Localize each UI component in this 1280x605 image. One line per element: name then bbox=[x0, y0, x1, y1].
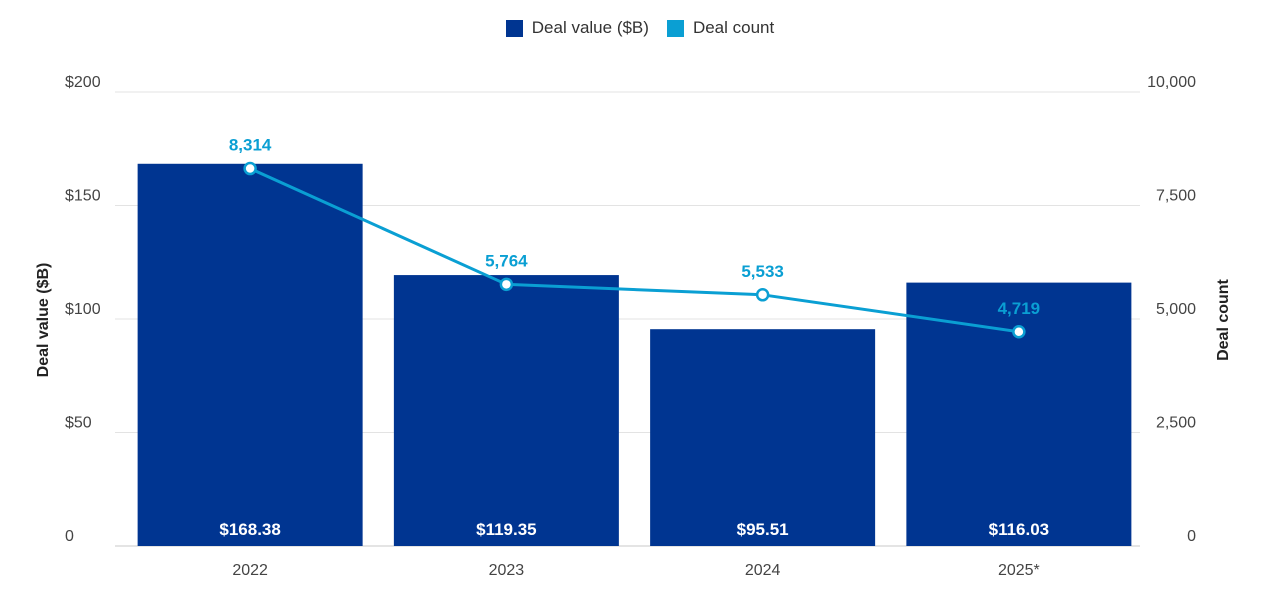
x-tick-label: 2024 bbox=[745, 562, 781, 579]
y-right-tick-label: 0 bbox=[1187, 528, 1196, 545]
bar bbox=[906, 282, 1132, 546]
x-tick-label: 2023 bbox=[489, 562, 525, 579]
y-left-axis-title: Deal value ($B) bbox=[35, 263, 52, 378]
x-tick-label: 2025* bbox=[998, 562, 1040, 579]
bar-value-label: $119.35 bbox=[476, 520, 537, 539]
deal-count-point bbox=[499, 277, 514, 292]
y-right-axis-title: Deal count bbox=[1215, 278, 1232, 360]
x-tick-label: 2022 bbox=[232, 562, 268, 579]
bar-value-label: $116.03 bbox=[989, 520, 1050, 539]
y-right-tick-label: 5,000 bbox=[1156, 301, 1196, 318]
deal-count-label: 8,314 bbox=[229, 136, 272, 155]
bar bbox=[137, 163, 363, 546]
y-right-tick-label: 7,500 bbox=[1156, 188, 1196, 205]
bar-value-label: $95.51 bbox=[737, 520, 789, 539]
deal-count-label: 5,764 bbox=[485, 251, 528, 270]
y-left-tick-label: $100 bbox=[65, 301, 101, 318]
y-left-tick-label: $200 bbox=[65, 74, 101, 91]
deal-count-line bbox=[249, 167, 1020, 334]
y-right-tick-label: 10,000 bbox=[1147, 74, 1196, 91]
bar-value-label: $168.38 bbox=[219, 520, 280, 539]
y-left-tick-label: $50 bbox=[65, 415, 92, 432]
deal-count-point bbox=[1012, 325, 1026, 339]
legend-label-deal-value: Deal value ($B) bbox=[531, 18, 649, 37]
deal-count-point bbox=[755, 288, 770, 302]
y-left-tick-label: 0 bbox=[65, 528, 74, 545]
legend-item-deal-value: Deal value ($B) bbox=[505, 18, 649, 38]
deal-count-label: 5,533 bbox=[741, 262, 784, 281]
bar bbox=[393, 275, 619, 546]
y-left-tick-label: $150 bbox=[65, 188, 101, 205]
legend-item-deal-count: Deal count bbox=[666, 18, 775, 38]
legend: Deal value ($B) Deal count bbox=[0, 18, 1280, 38]
legend-swatch-deal-count bbox=[666, 19, 684, 37]
legend-swatch-deal-value bbox=[505, 19, 523, 37]
deal-count-point bbox=[243, 161, 257, 176]
deal-count-label: 4,719 bbox=[998, 299, 1041, 318]
legend-label-deal-count: Deal count bbox=[692, 18, 775, 37]
bar bbox=[650, 329, 876, 546]
y-right-tick-label: 2,500 bbox=[1156, 415, 1196, 432]
